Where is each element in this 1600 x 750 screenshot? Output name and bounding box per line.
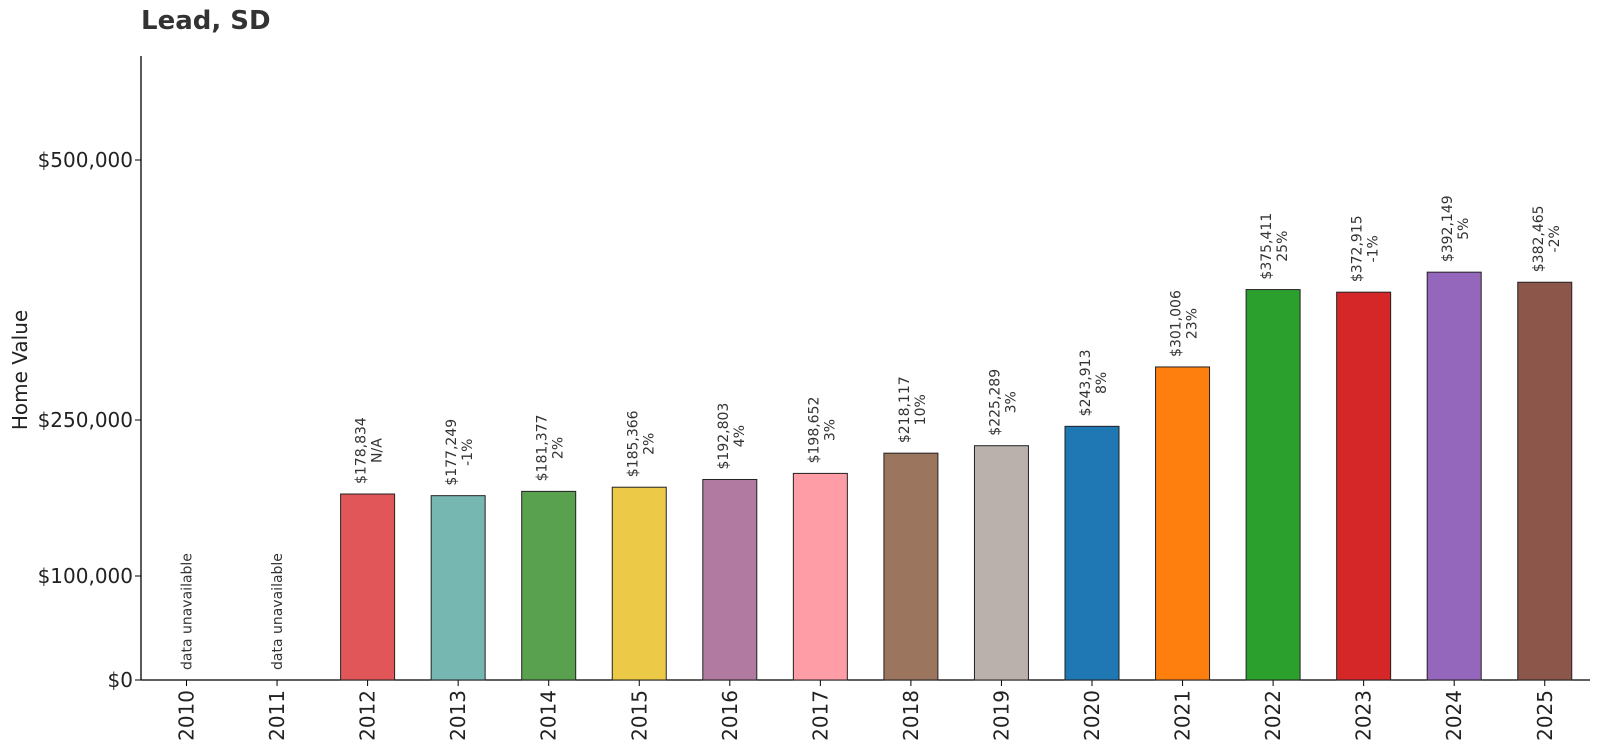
x-tick-label: 2021 [1171, 690, 1195, 741]
bar-value-label: $181,3772% [535, 415, 567, 482]
bar-change-text: N/A [370, 438, 386, 463]
chart-title: Lead, SD [141, 6, 271, 36]
bar-change-text: 10% [913, 394, 929, 425]
bar-value-label: $301,00623% [1169, 290, 1201, 357]
bar-value-label: $392,1495% [1440, 195, 1472, 262]
x-tick-label: 2015 [627, 690, 651, 741]
bar-change-text: 2% [641, 433, 657, 455]
x-tick-label: 2018 [899, 690, 923, 741]
y-tick-label: $250,000 [38, 408, 133, 432]
bar-2015 [611, 486, 667, 681]
x-tick-label: 2025 [1533, 690, 1557, 741]
bar-change-text: 3% [1003, 391, 1019, 413]
x-tick-label: 2013 [446, 690, 470, 741]
bar-2013 [430, 495, 486, 681]
bar-value-label: $225,2893% [987, 369, 1019, 436]
bar-value-label: $382,465-2% [1531, 205, 1563, 272]
bar-2024 [1426, 271, 1482, 681]
bar-value-label: $243,9138% [1078, 350, 1110, 417]
bar-value-text: $181,377 [535, 415, 551, 482]
bar-value-label: $178,834N/A [354, 417, 386, 484]
bar-value-label: $185,3662% [625, 410, 657, 477]
x-tick-label: 2012 [356, 690, 380, 741]
bar-change-text: -1% [1366, 235, 1382, 262]
bar-2018 [883, 452, 939, 681]
bar-value-label: $372,915-1% [1350, 215, 1382, 282]
bar-change-text: 4% [732, 425, 748, 447]
y-axis-label: Home Value [8, 310, 32, 430]
x-tick-label: 2017 [808, 690, 832, 741]
x-tick-label: 2022 [1261, 690, 1285, 741]
bar-2021 [1155, 366, 1211, 681]
x-tick-label: 2011 [265, 690, 289, 741]
bar-2020 [1064, 425, 1120, 681]
bar-value-text: $185,366 [625, 410, 641, 477]
y-tick-label: $100,000 [38, 564, 133, 588]
bar-change-text: 5% [1456, 218, 1472, 240]
bar-change-text: 2% [551, 437, 567, 459]
bar-2017 [792, 472, 848, 681]
bar-2022 [1245, 289, 1301, 681]
bar-2025 [1517, 281, 1573, 681]
bar-value-label: $218,11710% [897, 376, 929, 443]
x-tick-label: 2023 [1352, 690, 1376, 741]
bar-change-text: 25% [1275, 231, 1291, 262]
bar-value-text: $375,411 [1259, 213, 1275, 280]
bar-change-text: 23% [1185, 308, 1201, 339]
bar-value-text: $372,915 [1350, 215, 1366, 282]
bar-value-text: $382,465 [1531, 205, 1547, 272]
bar-value-text: $301,006 [1169, 290, 1185, 357]
x-tick-label: 2020 [1080, 690, 1104, 741]
bar-value-text: $177,249 [444, 419, 460, 486]
y-tick-label: $500,000 [38, 148, 133, 172]
bar-value-text: $192,803 [716, 403, 732, 470]
bar-2014 [521, 490, 577, 681]
bar-2023 [1336, 291, 1392, 681]
bar-value-text: $243,913 [1078, 350, 1094, 417]
x-tick-label: 2024 [1442, 690, 1466, 741]
bar-change-text: -1% [460, 439, 476, 466]
missing-data-label: data unavailable [270, 553, 286, 670]
bar-value-text: $198,652 [806, 397, 822, 464]
bar-value-label: $177,249-1% [444, 419, 476, 486]
bar-2012 [340, 493, 396, 681]
bar-value-label: $375,41125% [1259, 213, 1291, 280]
x-tick-label: 2016 [718, 690, 742, 741]
bar-value-text: $225,289 [987, 369, 1003, 436]
y-tick-label: $0 [108, 668, 133, 692]
bar-value-label: $198,6523% [806, 397, 838, 464]
bar-change-text: 8% [1094, 372, 1110, 394]
bar-value-label: $192,8034% [716, 403, 748, 470]
bar-value-text: $218,117 [897, 376, 913, 443]
x-tick-label: 2019 [989, 690, 1013, 741]
bar-change-text: -2% [1547, 225, 1563, 252]
x-tick-label: 2010 [175, 690, 199, 741]
bar-value-text: $178,834 [354, 417, 370, 484]
bar-2019 [973, 445, 1029, 681]
bar-change-text: 3% [822, 419, 838, 441]
bar-value-text: $392,149 [1440, 195, 1456, 262]
x-tick-label: 2014 [537, 690, 561, 741]
bar-2016 [702, 478, 758, 681]
missing-data-label: data unavailable [180, 553, 196, 670]
